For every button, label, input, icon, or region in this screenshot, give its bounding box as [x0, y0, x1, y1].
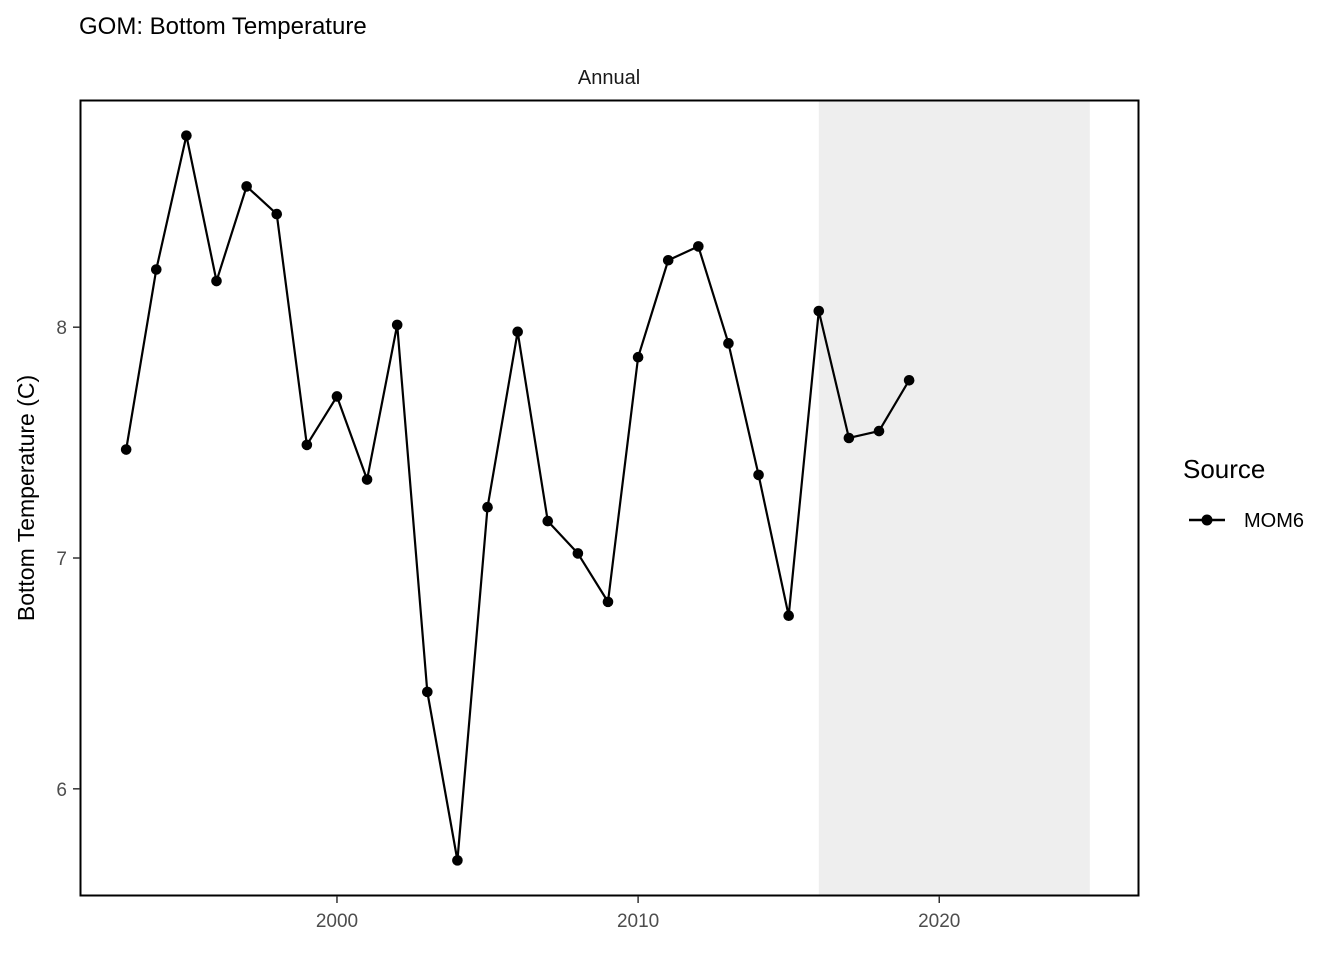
- data-point: [150, 264, 162, 275]
- data-point: [331, 391, 343, 402]
- data-point: [723, 338, 734, 349]
- data-point: [452, 855, 463, 866]
- panel-border: [79, 99, 1140, 897]
- data-point: [662, 254, 674, 266]
- data-point: [602, 596, 614, 608]
- data-point: [211, 275, 222, 287]
- data-point: [873, 425, 885, 437]
- y-axis-title: Bottom Temperature (C): [13, 375, 39, 621]
- data-point: [391, 319, 403, 331]
- x-tick-label: 2010: [617, 911, 659, 932]
- data-point: [632, 351, 644, 363]
- shaded-region: [818, 101, 1090, 895]
- data-point: [753, 469, 764, 481]
- data-point: [843, 432, 855, 444]
- y-tick-label: 8: [56, 318, 67, 339]
- data-point: [903, 374, 915, 386]
- data-point: [241, 181, 252, 192]
- chart-title: GOM: Bottom Temperature: [79, 13, 367, 40]
- series-layer: [120, 130, 915, 866]
- y-tick-label: 7: [56, 549, 67, 570]
- data-point: [181, 130, 192, 141]
- data-point: [572, 548, 584, 559]
- data-point: [783, 610, 794, 622]
- y-tick-label: 6: [56, 780, 67, 801]
- data-point: [813, 305, 825, 317]
- data-point: [422, 686, 433, 698]
- data-point: [120, 444, 132, 455]
- x-tick-label: 2000: [316, 911, 358, 932]
- x-tick-label: 2020: [918, 911, 960, 932]
- data-point: [482, 501, 493, 513]
- legend-title: Source: [1183, 454, 1265, 484]
- data-point: [693, 241, 704, 252]
- series-line-mom6: [125, 134, 911, 862]
- data-point: [271, 208, 283, 220]
- facet-strip-label: Annual: [578, 67, 640, 89]
- legend-label-mom6: MOM6: [1244, 510, 1304, 532]
- data-point: [301, 439, 313, 451]
- data-point: [542, 515, 554, 527]
- y-axis: 6 7 8: [56, 318, 80, 801]
- data-point: [361, 474, 373, 485]
- data-point: [512, 326, 523, 338]
- legend-key-point: [1201, 514, 1213, 526]
- legend: Source MOM6: [1183, 454, 1304, 532]
- x-axis: 2000 2010 2020: [316, 896, 960, 932]
